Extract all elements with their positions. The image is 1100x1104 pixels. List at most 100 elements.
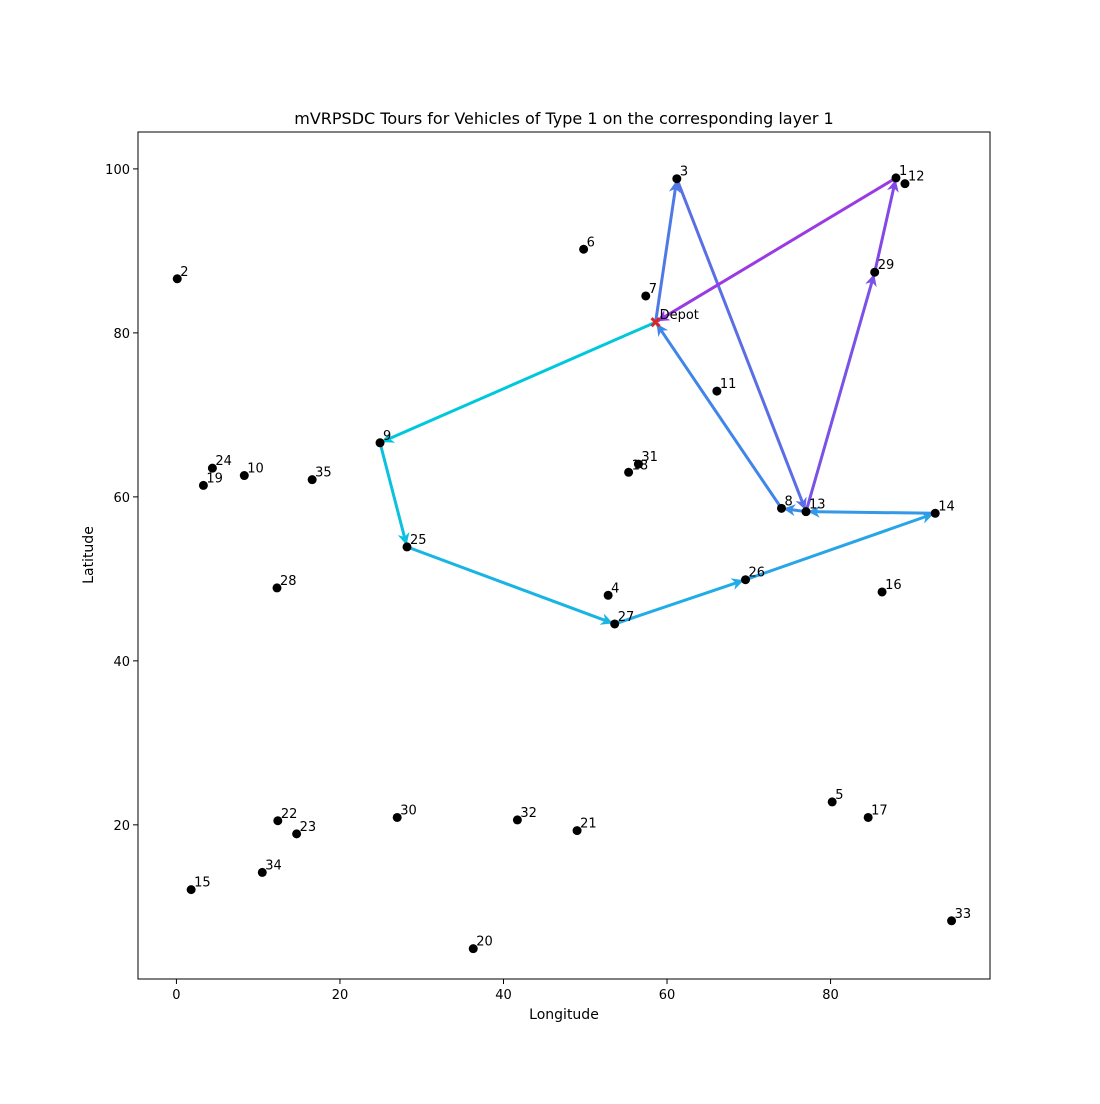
node-point-30 — [392, 812, 402, 822]
y-tick-label: 80 — [113, 327, 130, 342]
node-label-33: 33 — [955, 907, 972, 922]
node-label-23: 23 — [300, 820, 317, 835]
routes-layer — [378, 176, 937, 626]
route-1-segment-Depot-to-9 — [381, 320, 658, 444]
node-label-12: 12 — [908, 170, 925, 185]
node-point-8 — [776, 503, 786, 513]
node-label-32: 32 — [520, 806, 537, 821]
node-point-6 — [579, 244, 589, 254]
node-label-21: 21 — [580, 817, 597, 832]
node-point-23 — [292, 829, 302, 839]
route-2-segment-3-to-13 — [675, 177, 807, 511]
node-point-33 — [947, 916, 957, 926]
depot-marker — [650, 317, 661, 328]
node-label-7: 7 — [649, 282, 657, 297]
node-label-13: 13 — [809, 498, 826, 513]
node-label-20: 20 — [476, 935, 493, 950]
route-1-segment-27-to-26 — [613, 578, 745, 626]
node-point-16 — [877, 587, 887, 597]
node-label-35: 35 — [315, 466, 332, 481]
node-label-31: 31 — [641, 450, 658, 465]
route-1-segment-9-to-25 — [378, 441, 410, 546]
node-point-7 — [641, 291, 651, 301]
node-point-35 — [307, 475, 317, 485]
node-label-9: 9 — [383, 429, 391, 444]
node-label-25: 25 — [410, 533, 427, 548]
node-point-1 — [891, 173, 901, 183]
x-tick-label: 0 — [172, 988, 180, 1003]
node-label-26: 26 — [749, 566, 766, 581]
node-label-17: 17 — [871, 803, 888, 818]
route-1-segment-25-to-27 — [405, 545, 614, 625]
y-axis-label: Latitude — [81, 526, 97, 584]
node-point-9 — [375, 438, 385, 448]
node-label-4: 4 — [611, 581, 619, 596]
node-point-21 — [572, 826, 582, 836]
node-point-3 — [672, 174, 682, 184]
node-point-11 — [712, 386, 722, 396]
node-point-26 — [741, 575, 751, 585]
y-tick-label: 100 — [105, 163, 130, 178]
node-point-15 — [186, 885, 196, 895]
plot-frame — [137, 131, 991, 980]
node-label-14: 14 — [938, 499, 955, 514]
node-label-34: 34 — [265, 858, 282, 873]
node-point-24 — [207, 463, 217, 473]
node-label-30: 30 — [400, 803, 417, 818]
node-label-22: 22 — [281, 807, 298, 822]
node-point-34 — [257, 867, 267, 877]
node-label-5: 5 — [835, 788, 843, 803]
points-layer — [172, 173, 957, 954]
node-label-6: 6 — [587, 235, 595, 250]
route-1-segment-8-to-Depot — [655, 323, 783, 510]
x-tick-label: 20 — [332, 988, 349, 1003]
depot-label: Depot — [660, 308, 699, 323]
route-2-segment-29-to-1 — [873, 179, 899, 274]
node-label-27: 27 — [618, 610, 635, 625]
node-point-27 — [610, 619, 620, 629]
x-tick-label: 40 — [495, 988, 512, 1003]
node-label-29: 29 — [878, 258, 895, 273]
node-label-28: 28 — [280, 574, 297, 589]
node-point-25 — [402, 542, 412, 552]
node-label-3: 3 — [680, 165, 688, 180]
node-point-13 — [801, 507, 811, 517]
x-tick-label: 60 — [659, 988, 676, 1003]
node-label-10: 10 — [247, 462, 264, 477]
node-point-28 — [272, 583, 282, 593]
node-point-32 — [512, 815, 522, 825]
x-tick-label: 80 — [822, 988, 839, 1003]
route-1-segment-14-to-13 — [807, 505, 937, 518]
x-axis-label: Longitude — [529, 1007, 599, 1023]
node-point-4 — [603, 590, 613, 600]
node-label-16: 16 — [885, 578, 902, 593]
y-tick-label: 20 — [113, 819, 130, 834]
chart-title: mVRPSDC Tours for Vehicles of Type 1 on … — [294, 109, 833, 128]
node-label-19: 19 — [206, 471, 223, 486]
y-tick-label: 40 — [113, 655, 130, 670]
node-label-1: 1 — [899, 164, 907, 179]
y-axis-ticks: 20 40 60 80 100 — [105, 163, 138, 834]
node-label-8: 8 — [784, 494, 792, 509]
route-2-segment-Depot-to-3 — [654, 180, 681, 324]
node-label-11: 11 — [720, 377, 737, 392]
node-point-17 — [863, 812, 873, 822]
node-label-18: 18 — [632, 458, 649, 473]
node-point-5 — [827, 797, 837, 807]
route-2-segment-13-to-29 — [804, 273, 877, 514]
node-label-15: 15 — [194, 876, 211, 891]
node-point-12 — [900, 179, 910, 189]
node-point-20 — [468, 944, 478, 954]
node-point-29 — [870, 267, 880, 277]
node-point-2 — [172, 274, 182, 284]
route-2-segment-1-to-Depot — [656, 176, 898, 323]
node-point-18 — [624, 467, 634, 477]
node-point-14 — [930, 508, 940, 518]
node-point-10 — [239, 471, 249, 481]
node-point-19 — [198, 480, 208, 490]
node-label-2: 2 — [180, 265, 188, 280]
